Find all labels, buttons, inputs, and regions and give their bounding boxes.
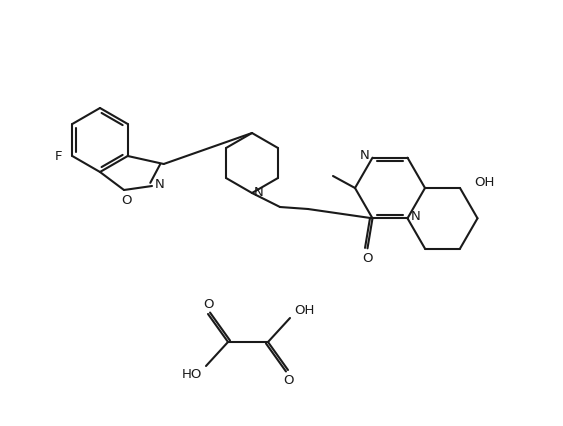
Text: O: O	[120, 193, 131, 207]
Text: F: F	[55, 150, 62, 162]
Text: O: O	[283, 374, 293, 386]
Text: O: O	[203, 297, 213, 311]
Text: OH: OH	[474, 176, 494, 188]
Text: HO: HO	[182, 368, 202, 380]
Text: N: N	[254, 187, 264, 199]
Text: N: N	[155, 178, 165, 190]
Text: OH: OH	[294, 303, 314, 317]
Text: N: N	[410, 210, 421, 223]
Text: O: O	[362, 252, 373, 265]
Text: N: N	[360, 149, 369, 162]
